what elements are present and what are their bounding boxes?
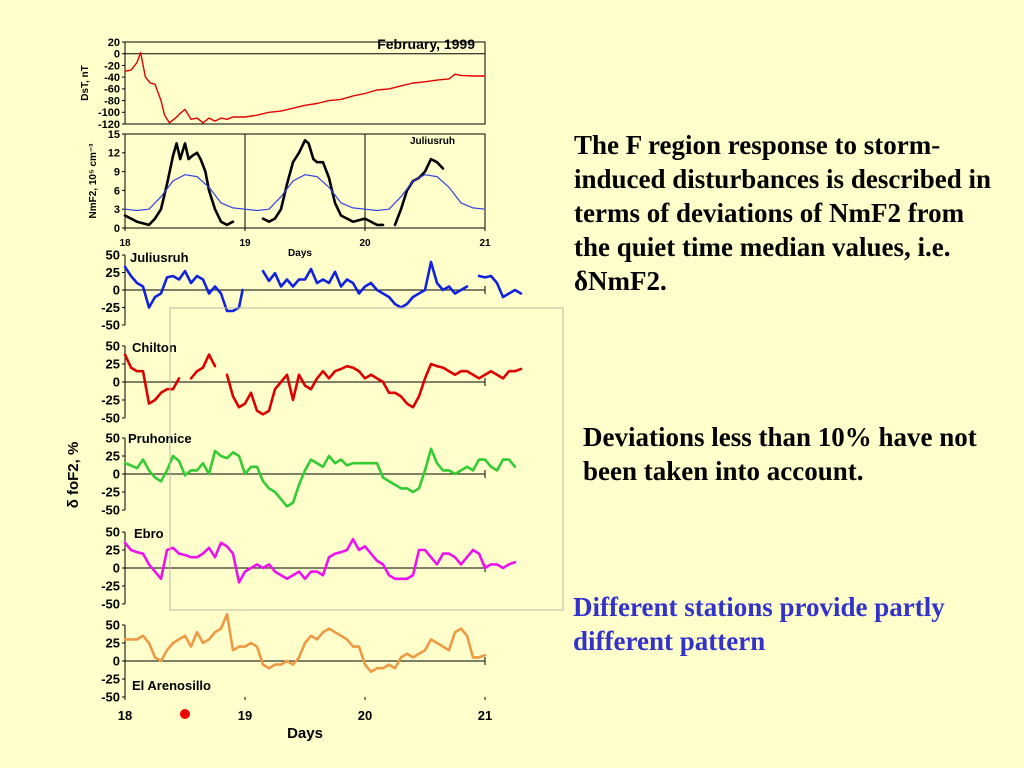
y-tick-label: -120 <box>98 119 120 131</box>
y-tick-label: 0 <box>114 49 120 61</box>
series-line-0-seg-0 <box>123 447 517 508</box>
y-tick-label: -50 <box>101 597 120 612</box>
series-line-0-seg-0 <box>123 353 181 405</box>
x-tick-label: 21 <box>479 238 491 249</box>
x-tick-label: 20 <box>359 238 371 249</box>
y-tick-label: -100 <box>98 107 120 119</box>
y-tick-label: -25 <box>101 393 120 408</box>
y-tick-label: -50 <box>101 690 120 705</box>
stations-note-paragraph: Different stations provide partly differ… <box>573 592 945 656</box>
shared-y-axis-label: δ foF2, % <box>65 442 82 509</box>
chart-dst: 200-20-40-60-80-100-120 February, 1999 DsT… <box>80 36 486 131</box>
y-tick-label: 0 <box>113 375 120 390</box>
x-tick-label: 18 <box>119 238 131 249</box>
y-tick-label: 50 <box>106 618 120 633</box>
y-tick-label: 0 <box>113 654 120 669</box>
chart-nmf2: 15 12 9 6 3 0 18 19 20 21 Days NmF2, 10⁵ cm⁻³ Julius… <box>88 129 491 259</box>
y-tick-label: 50 <box>106 525 120 540</box>
y-tick-label: 25 <box>106 265 120 280</box>
y-tick-label: -40 <box>104 72 120 84</box>
series-line-0-seg-0 <box>124 51 486 124</box>
series-line-0-seg-0 <box>123 142 235 227</box>
series-line-0-seg-0 <box>123 612 487 674</box>
y-tick-label: -50 <box>101 411 120 426</box>
series-line-0-seg-0 <box>123 265 244 313</box>
y-tick-label: -25 <box>101 485 120 500</box>
series-line-0-seg-1 <box>261 260 469 309</box>
x-tick-label: 18 <box>118 708 132 723</box>
station-label: Ebro <box>134 526 164 541</box>
chart-ebro: 50 25 0 -25 -50 Ebro <box>101 525 517 612</box>
station-label: El Arenosillo <box>132 678 211 693</box>
plot-frame <box>124 41 486 125</box>
y-tick-label: -50 <box>101 318 120 333</box>
series-line-0-seg-1 <box>189 353 217 380</box>
series-line-1-seg-0 <box>124 174 486 212</box>
chart-chilton: 50 25 0 -25 -50 Chilton <box>101 339 523 426</box>
y-tick-label: 0 <box>114 223 120 235</box>
y-tick-label: 6 <box>114 185 120 197</box>
x-tick-label: 20 <box>358 708 372 723</box>
series-line-0-seg-2 <box>225 362 523 416</box>
y-tick-label: 3 <box>114 204 120 216</box>
description-paragraph: The F region response to storm-induced d… <box>574 130 992 296</box>
x-tick-label: 19 <box>238 708 252 723</box>
y-tick-label: -25 <box>101 579 120 594</box>
y-tick-label: 25 <box>106 543 120 558</box>
x-tick-label: 19 <box>239 238 251 249</box>
y-tick-label: 20 <box>108 37 120 49</box>
y-tick-label: 25 <box>106 449 120 464</box>
y-tick-label: 25 <box>106 636 120 651</box>
station-label: Juliusruh <box>130 250 189 265</box>
station-label: Pruhonice <box>128 431 192 446</box>
y-axis-label: DsT, nT <box>80 65 91 101</box>
y-tick-label: 0 <box>113 561 120 576</box>
y-tick-label: 0 <box>113 283 120 298</box>
series-line-0-seg-2 <box>393 157 445 227</box>
deviation-note-paragraph: Deviations less than 10% have not been t… <box>583 422 977 486</box>
chart-arenosillo: 50 25 0 -25 -50 18 19 20 21 Days El Arenosillo δ fo… <box>65 442 492 742</box>
y-axis-label: NmF2, 10⁵ cm⁻³ <box>88 143 99 219</box>
x-axis-label: Days <box>287 725 323 742</box>
y-tick-label: 15 <box>108 129 120 141</box>
y-tick-label: -25 <box>101 300 120 315</box>
y-tick-label: 9 <box>114 166 120 178</box>
series-line-0-seg-2 <box>477 274 523 299</box>
y-tick-label: 50 <box>106 339 120 354</box>
series-line-0-seg-0 <box>123 537 517 584</box>
y-tick-label: 12 <box>108 148 120 160</box>
highlight-frame <box>169 307 564 611</box>
y-tick-label: 25 <box>106 357 120 372</box>
chart-juliusruh: 50 25 0 -25 -50 Juliusruh <box>101 248 523 333</box>
y-tick-label: -20 <box>104 60 120 72</box>
y-tick-label: 50 <box>106 248 120 263</box>
series-line-0-seg-1 <box>261 139 385 227</box>
y-tick-label: -25 <box>101 672 120 687</box>
y-tick-label: 0 <box>113 467 120 482</box>
y-tick-label: -60 <box>104 84 120 96</box>
event-marker <box>180 709 190 719</box>
chart-title: February, 1999 <box>377 36 475 52</box>
station-label: Chilton <box>132 340 177 355</box>
x-axis-label: Days <box>288 248 312 259</box>
chart-pruhonice: 50 25 0 -25 -50 Pruhonice <box>101 431 517 518</box>
station-annotation: Juliusruh <box>410 136 455 147</box>
y-tick-label: -50 <box>101 503 120 518</box>
x-tick-label: 21 <box>478 708 492 723</box>
y-tick-label: 50 <box>106 431 120 446</box>
y-tick-label: -80 <box>104 95 120 107</box>
